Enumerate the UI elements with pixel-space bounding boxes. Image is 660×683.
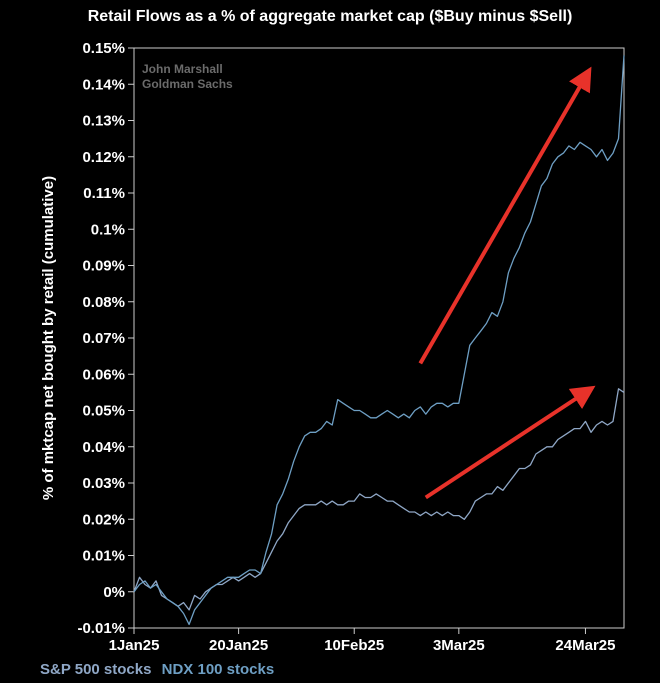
y-tick-label: 0% bbox=[103, 584, 125, 601]
y-axis: -0.01% 0% 0.01% 0.02% 0.03% 0.04% 0.05% 0.06% 0.… bbox=[77, 40, 134, 637]
y-tick-label: 0.08% bbox=[82, 294, 125, 311]
y-tick-label: 0.03% bbox=[82, 475, 125, 492]
x-tick-label: 20Jan25 bbox=[209, 637, 268, 654]
x-axis: 1Jan25 20Jan25 10Feb25 3Mar25 24Mar25 bbox=[109, 628, 615, 654]
x-tick-label: 1Jan25 bbox=[109, 637, 160, 654]
x-tick-label: 24Mar25 bbox=[555, 637, 615, 654]
annotation-arrow bbox=[418, 66, 592, 365]
y-tick-label: 0.02% bbox=[82, 511, 125, 528]
y-tick-label: 0.1% bbox=[91, 221, 125, 238]
y-tick-label: 0.13% bbox=[82, 113, 125, 130]
annotations bbox=[418, 66, 596, 500]
y-tick-label: 0.05% bbox=[82, 403, 125, 420]
watermark-line: Goldman Sachs bbox=[142, 77, 233, 91]
legend: S&P 500 stocks NDX 100 stocks bbox=[40, 661, 280, 678]
y-tick-label: 0.07% bbox=[82, 330, 125, 347]
legend-item-ndx100: NDX 100 stocks bbox=[161, 661, 275, 678]
y-tick-label: 0.12% bbox=[82, 149, 125, 166]
y-tick-label: 0.01% bbox=[82, 548, 125, 565]
y-tick-label: 0.06% bbox=[82, 366, 125, 383]
y-tick-label: 0.09% bbox=[82, 258, 125, 275]
x-tick-label: 10Feb25 bbox=[324, 637, 384, 654]
y-tick-label: 0.04% bbox=[82, 439, 125, 456]
y-axis-label: % of mktcap net bought by retail (cumula… bbox=[40, 176, 57, 500]
y-tick-label: 0.15% bbox=[82, 40, 125, 57]
y-tick-label: 0.11% bbox=[83, 185, 125, 202]
series-line-sp500 bbox=[133, 388, 625, 611]
legend-item-sp500: S&P 500 stocks bbox=[40, 661, 152, 678]
y-tick-label: -0.01% bbox=[77, 620, 125, 637]
watermark-line: John Marshall bbox=[142, 62, 223, 76]
series-line-ndx100 bbox=[133, 55, 625, 626]
y-tick-label: 0.14% bbox=[82, 76, 125, 93]
annotation-arrow bbox=[424, 385, 596, 500]
series-layer bbox=[133, 55, 625, 626]
x-tick-label: 3Mar25 bbox=[433, 637, 485, 654]
chart-title: Retail Flows as a % of aggregate market … bbox=[87, 8, 573, 25]
